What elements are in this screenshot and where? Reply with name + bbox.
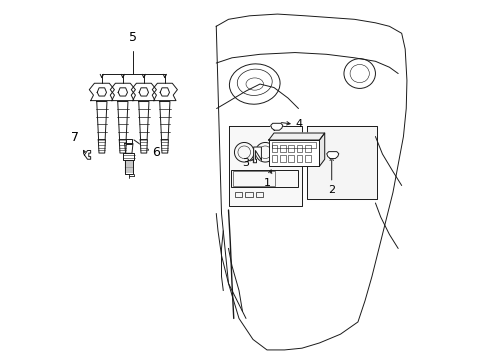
Bar — [271, 155, 276, 162]
Polygon shape — [96, 101, 107, 140]
Bar — [245, 192, 253, 197]
Polygon shape — [268, 133, 324, 140]
Polygon shape — [140, 140, 147, 153]
Bar — [296, 155, 302, 162]
Bar — [279, 155, 285, 162]
Polygon shape — [139, 88, 148, 96]
Polygon shape — [138, 101, 149, 140]
Polygon shape — [131, 83, 156, 101]
Polygon shape — [89, 83, 114, 101]
Polygon shape — [319, 133, 324, 166]
Polygon shape — [126, 139, 131, 144]
Polygon shape — [98, 140, 105, 153]
Polygon shape — [160, 88, 169, 96]
Bar — [272, 142, 315, 148]
Bar — [279, 145, 285, 152]
Text: 7: 7 — [71, 131, 79, 144]
Bar — [287, 155, 293, 162]
Text: 6: 6 — [152, 146, 160, 159]
Text: 3: 3 — [242, 158, 249, 168]
Bar — [255, 192, 263, 197]
Polygon shape — [270, 123, 282, 130]
Bar — [268, 140, 319, 166]
Polygon shape — [119, 140, 126, 153]
Polygon shape — [161, 140, 168, 153]
Bar — [271, 145, 276, 152]
Bar — [234, 192, 242, 197]
Polygon shape — [152, 83, 177, 101]
Polygon shape — [84, 151, 91, 159]
Polygon shape — [118, 88, 127, 96]
Text: 5: 5 — [129, 31, 137, 44]
Text: 1: 1 — [264, 178, 271, 188]
Polygon shape — [118, 101, 128, 140]
Polygon shape — [124, 144, 133, 153]
Bar — [304, 155, 310, 162]
Bar — [296, 145, 302, 152]
Polygon shape — [110, 83, 135, 101]
Polygon shape — [326, 152, 338, 159]
Polygon shape — [159, 101, 169, 140]
Polygon shape — [216, 14, 406, 350]
Polygon shape — [253, 147, 261, 163]
Polygon shape — [228, 126, 302, 206]
Bar — [304, 145, 310, 152]
Bar — [232, 171, 274, 186]
Polygon shape — [124, 160, 133, 174]
Bar — [231, 170, 297, 187]
Polygon shape — [306, 126, 377, 200]
Bar — [287, 145, 293, 152]
Text: 4: 4 — [294, 119, 302, 129]
Polygon shape — [123, 153, 134, 160]
Polygon shape — [97, 88, 106, 96]
Text: 2: 2 — [328, 186, 334, 196]
